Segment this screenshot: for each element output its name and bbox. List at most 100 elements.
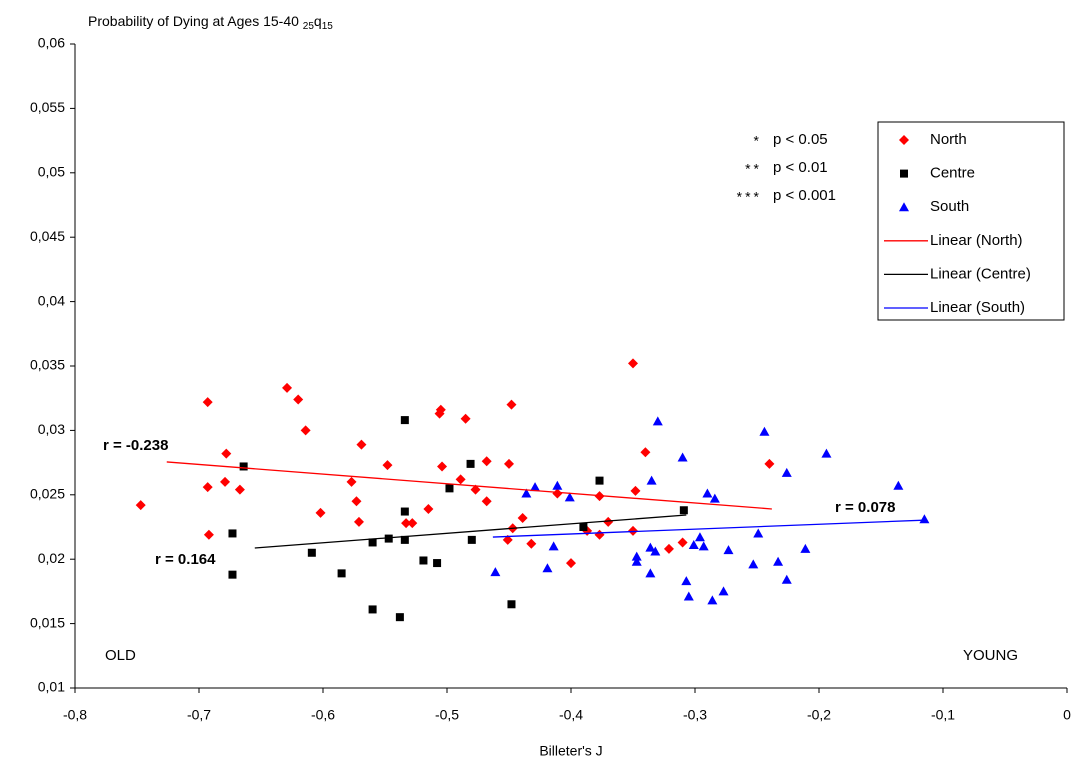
point [748,559,759,569]
y-tick-label: 0,025 [30,486,65,502]
x-tick-label: -0,1 [931,707,955,723]
legend-label: North [930,131,967,148]
point [773,556,784,566]
x-axis-label: Billeter's J [539,743,602,759]
point [293,394,304,405]
point [552,488,563,499]
point [434,408,445,419]
point [517,512,528,523]
point [681,576,692,586]
point [419,556,428,565]
point [628,358,638,369]
point [307,548,316,557]
point [203,529,214,540]
y-tick-label: 0,035 [30,357,65,373]
point [650,546,661,556]
point [506,399,517,410]
x-tick-label: 0 [1063,707,1071,723]
point [688,540,699,550]
annotation: r = -0.238 [103,437,168,454]
point [502,534,513,545]
significance-label: p < 0.01 [773,159,828,176]
point [135,500,146,511]
chart-title: Probability of Dying at Ages 15-40 25q15 [88,13,333,32]
point [228,570,237,579]
point [781,574,792,584]
y-tick-label: 0,045 [30,228,65,244]
point [507,600,516,609]
legend-label: Linear (North) [930,232,1023,249]
legend-label: Centre [930,165,975,182]
y-tick-label: 0,015 [30,614,65,630]
point [382,460,393,471]
point [221,448,232,459]
annotation: r = 0.164 [155,551,216,568]
point [718,586,729,596]
point [526,538,537,549]
point [709,493,720,503]
point [433,559,442,568]
legend-marker [899,135,909,145]
point [400,507,409,516]
point [202,482,213,493]
point [702,488,713,498]
x-tick-label: -0,4 [559,707,583,723]
point [467,535,476,544]
point [759,426,770,436]
point [400,416,409,425]
x-tick-label: -0,7 [187,707,211,723]
point [707,595,718,605]
title-sub: 25 [303,21,315,32]
point [631,556,642,566]
point [445,484,454,493]
point [579,523,588,531]
point [395,613,404,622]
y-tick-label: 0,03 [38,421,65,437]
legend-label: South [930,198,969,215]
point [368,605,377,614]
point [603,516,614,527]
y-tick-label: 0,04 [38,292,65,308]
x-tick-label: -0,5 [435,707,459,723]
x-tick-label: -0,3 [683,707,707,723]
point [652,416,663,426]
point [239,462,248,471]
point [764,458,775,469]
point [631,551,642,561]
point [640,447,651,458]
point [400,535,409,544]
point [530,482,541,492]
point [384,534,393,543]
point [481,456,492,467]
point [337,569,346,578]
point [677,452,688,462]
point [455,474,466,485]
point [821,448,832,458]
title-symbol: q [314,13,322,29]
point [630,485,641,496]
legend-label: Linear (South) [930,299,1025,316]
point [368,538,377,547]
point [407,518,418,529]
legend-marker [899,202,909,212]
point [566,558,576,569]
y-tick-label: 0,06 [38,35,65,51]
point [723,545,734,555]
x-tick-label: -0,6 [311,707,335,723]
x-tick-label: -0,2 [807,707,831,723]
point [315,507,326,518]
legend-box [877,121,1065,321]
point [300,425,311,436]
point [594,529,605,540]
legend-label: Linear (Centre) [930,265,1031,282]
point [628,525,638,536]
point [353,516,364,527]
point [234,484,245,495]
point [504,458,514,469]
point [423,503,434,514]
point [679,506,688,515]
trend-line [492,519,927,538]
point [781,467,792,477]
annotation: OLD [105,647,136,664]
